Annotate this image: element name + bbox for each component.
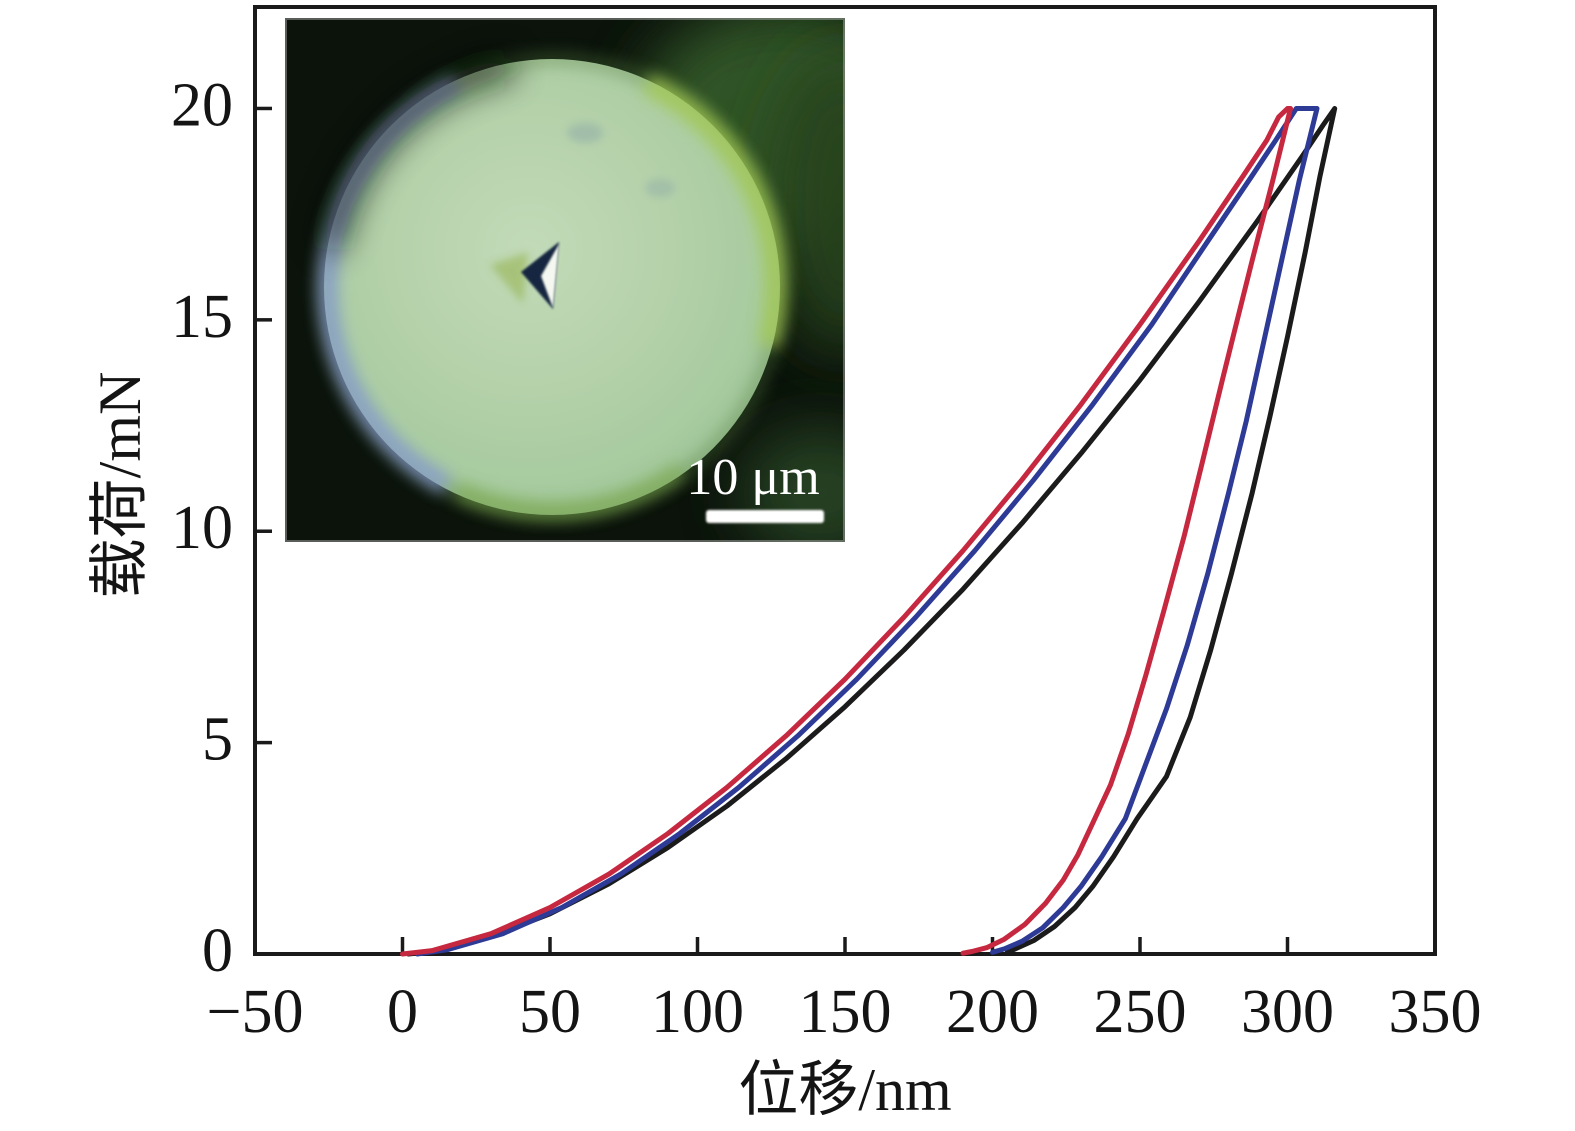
x-axis-ticks: −50 0 50 100 150 200 250 300 350 — [207, 937, 1482, 1046]
y-tick-label: 5 — [202, 706, 233, 774]
scale-bar-core — [708, 512, 822, 521]
series-indent-curve-black — [405, 106, 1338, 957]
curves — [400, 106, 1338, 957]
x-tick-label: 200 — [946, 978, 1039, 1046]
x-tick-label: 0 — [387, 978, 418, 1046]
fiber-yellow-rim — [642, 74, 787, 348]
fiber-shadow-rim — [319, 54, 516, 252]
y-axis-title: 载荷/mN — [87, 372, 153, 599]
x-tick-label: 300 — [1241, 978, 1334, 1046]
surface-smudge — [645, 179, 675, 197]
indent-shadow — [490, 252, 528, 304]
background-glow — [768, 53, 845, 353]
series-indent-curve-blue — [414, 106, 1320, 957]
inset-border — [285, 18, 845, 542]
y-tick-label: 15 — [171, 283, 233, 351]
y-axis-ticks: 0 5 10 15 20 — [171, 71, 272, 985]
indenter-impression — [490, 242, 559, 309]
x-tick-label: 100 — [651, 978, 744, 1046]
indent-bright-face — [541, 244, 559, 308]
x-axis-title: 位移/nm — [738, 1057, 951, 1123]
x-tick-label: 150 — [799, 978, 892, 1046]
x-tick-label: 250 — [1094, 978, 1187, 1046]
x-tick-label: 350 — [1389, 978, 1482, 1046]
y-tick-label: 0 — [202, 917, 233, 985]
plot-frame — [253, 5, 1437, 956]
scale-bar-label: 10 μm — [686, 449, 819, 506]
surface-smudge — [567, 123, 603, 143]
y-tick-label: 10 — [171, 494, 233, 562]
series-indent-curve-red — [400, 106, 1293, 957]
y-tick-label: 20 — [171, 71, 233, 139]
x-tick-label: 50 — [519, 978, 581, 1046]
fiber-bottom-rim — [453, 463, 686, 520]
inset-micrograph: 10 μm — [285, 18, 845, 542]
x-tick-label: −50 — [207, 978, 304, 1046]
